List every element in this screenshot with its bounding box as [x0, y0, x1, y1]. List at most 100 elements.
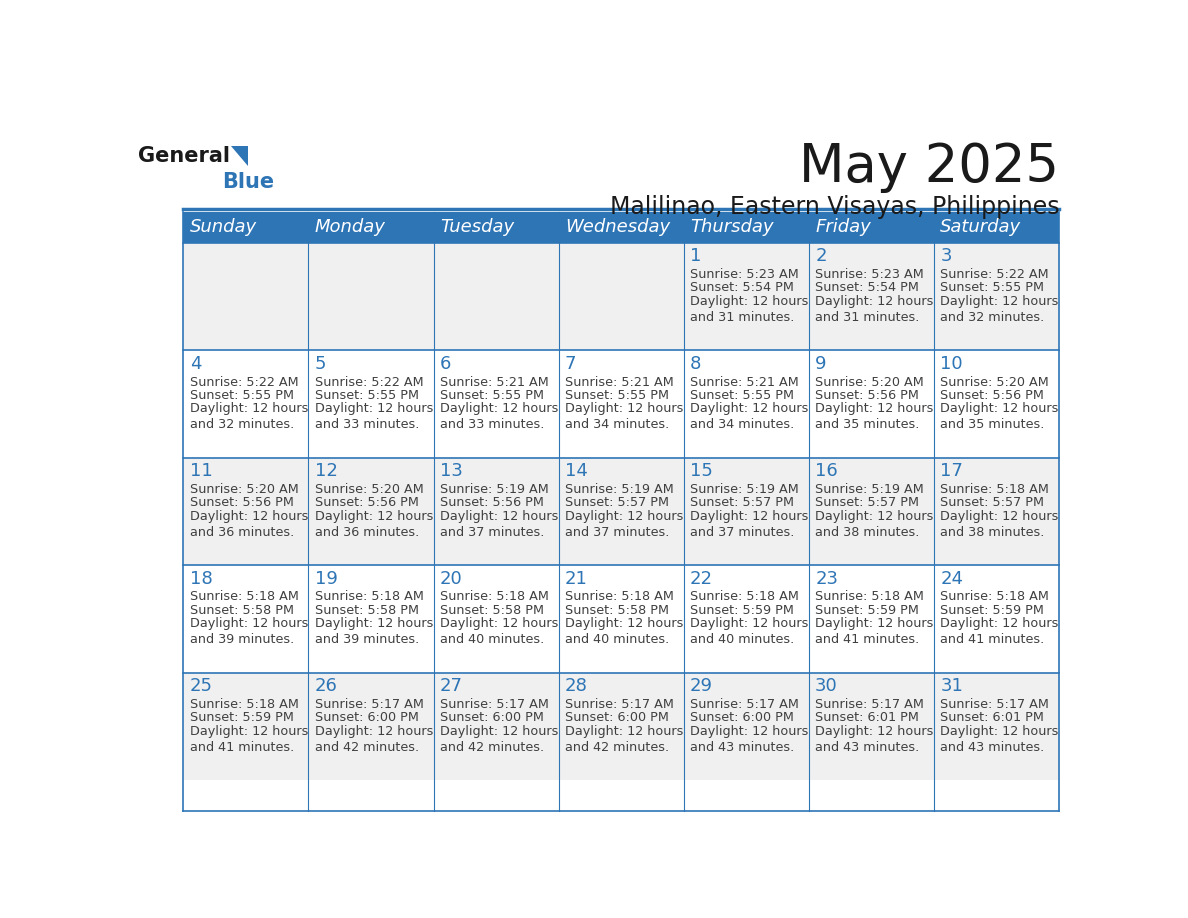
Text: May 2025: May 2025: [800, 141, 1060, 193]
Text: 26: 26: [315, 677, 337, 695]
Bar: [183, 565, 1060, 673]
Text: 30: 30: [815, 677, 838, 695]
Text: 23: 23: [815, 570, 839, 588]
Text: Sunrise: 5:21 AM: Sunrise: 5:21 AM: [565, 375, 674, 388]
Bar: [183, 242, 1060, 350]
Text: 8: 8: [690, 354, 701, 373]
Text: Daylight: 12 hours
and 32 minutes.: Daylight: 12 hours and 32 minutes.: [940, 295, 1059, 324]
Text: Sunset: 5:55 PM: Sunset: 5:55 PM: [940, 282, 1044, 295]
Text: Daylight: 12 hours
and 37 minutes.: Daylight: 12 hours and 37 minutes.: [565, 509, 683, 539]
Text: Daylight: 12 hours
and 40 minutes.: Daylight: 12 hours and 40 minutes.: [440, 618, 558, 646]
Text: Sunset: 6:00 PM: Sunset: 6:00 PM: [565, 711, 669, 724]
Text: 31: 31: [940, 677, 963, 695]
Text: Sunset: 5:58 PM: Sunset: 5:58 PM: [315, 604, 418, 617]
Text: Sunset: 5:58 PM: Sunset: 5:58 PM: [190, 604, 293, 617]
Text: Daylight: 12 hours
and 37 minutes.: Daylight: 12 hours and 37 minutes.: [690, 509, 808, 539]
Text: Daylight: 12 hours
and 43 minutes.: Daylight: 12 hours and 43 minutes.: [815, 725, 934, 754]
Text: Sunrise: 5:18 AM: Sunrise: 5:18 AM: [440, 590, 549, 603]
Text: Tuesday: Tuesday: [440, 218, 514, 236]
Text: Sunset: 5:57 PM: Sunset: 5:57 PM: [565, 497, 669, 509]
Text: Daylight: 12 hours
and 42 minutes.: Daylight: 12 hours and 42 minutes.: [565, 725, 683, 754]
Text: General: General: [138, 146, 229, 166]
Text: Daylight: 12 hours
and 33 minutes.: Daylight: 12 hours and 33 minutes.: [315, 402, 434, 431]
Text: Daylight: 12 hours
and 32 minutes.: Daylight: 12 hours and 32 minutes.: [190, 402, 308, 431]
Text: Sunrise: 5:21 AM: Sunrise: 5:21 AM: [690, 375, 798, 388]
Text: 19: 19: [315, 570, 337, 588]
Text: Daylight: 12 hours
and 37 minutes.: Daylight: 12 hours and 37 minutes.: [440, 509, 558, 539]
Text: 25: 25: [190, 677, 213, 695]
Text: Sunrise: 5:17 AM: Sunrise: 5:17 AM: [315, 698, 424, 711]
Text: Sunset: 5:59 PM: Sunset: 5:59 PM: [815, 604, 920, 617]
Text: Sunrise: 5:19 AM: Sunrise: 5:19 AM: [440, 483, 549, 496]
Text: Sunset: 5:59 PM: Sunset: 5:59 PM: [690, 604, 794, 617]
Text: Sunset: 5:55 PM: Sunset: 5:55 PM: [190, 389, 293, 402]
Text: Daylight: 12 hours
and 38 minutes.: Daylight: 12 hours and 38 minutes.: [940, 509, 1059, 539]
Text: Daylight: 12 hours
and 34 minutes.: Daylight: 12 hours and 34 minutes.: [690, 402, 808, 431]
Text: Sunrise: 5:21 AM: Sunrise: 5:21 AM: [440, 375, 549, 388]
Text: Friday: Friday: [815, 218, 871, 236]
Text: 29: 29: [690, 677, 713, 695]
Text: 18: 18: [190, 570, 213, 588]
Text: Sunset: 5:55 PM: Sunset: 5:55 PM: [690, 389, 794, 402]
Text: 24: 24: [940, 570, 963, 588]
Text: Sunset: 5:56 PM: Sunset: 5:56 PM: [190, 497, 293, 509]
Text: Sunset: 5:57 PM: Sunset: 5:57 PM: [815, 497, 920, 509]
Text: Daylight: 12 hours
and 31 minutes.: Daylight: 12 hours and 31 minutes.: [690, 295, 808, 324]
Text: Daylight: 12 hours
and 38 minutes.: Daylight: 12 hours and 38 minutes.: [815, 509, 934, 539]
Text: Sunrise: 5:18 AM: Sunrise: 5:18 AM: [940, 590, 1049, 603]
Text: Daylight: 12 hours
and 43 minutes.: Daylight: 12 hours and 43 minutes.: [690, 725, 808, 754]
Text: 5: 5: [315, 354, 327, 373]
Text: Sunrise: 5:22 AM: Sunrise: 5:22 AM: [190, 375, 298, 388]
Text: Sunset: 5:57 PM: Sunset: 5:57 PM: [690, 497, 794, 509]
Text: Sunrise: 5:17 AM: Sunrise: 5:17 AM: [690, 698, 800, 711]
Text: Daylight: 12 hours
and 41 minutes.: Daylight: 12 hours and 41 minutes.: [940, 618, 1059, 646]
Text: Daylight: 12 hours
and 43 minutes.: Daylight: 12 hours and 43 minutes.: [940, 725, 1059, 754]
Text: Sunrise: 5:22 AM: Sunrise: 5:22 AM: [315, 375, 423, 388]
Text: Saturday: Saturday: [940, 218, 1022, 236]
Text: Sunrise: 5:17 AM: Sunrise: 5:17 AM: [940, 698, 1049, 711]
Text: Sunrise: 5:23 AM: Sunrise: 5:23 AM: [690, 268, 798, 281]
Text: Sunrise: 5:18 AM: Sunrise: 5:18 AM: [940, 483, 1049, 496]
Text: 16: 16: [815, 462, 838, 480]
Text: Daylight: 12 hours
and 35 minutes.: Daylight: 12 hours and 35 minutes.: [815, 402, 934, 431]
Text: Sunrise: 5:20 AM: Sunrise: 5:20 AM: [315, 483, 423, 496]
Text: Daylight: 12 hours
and 31 minutes.: Daylight: 12 hours and 31 minutes.: [815, 295, 934, 324]
Text: 2: 2: [815, 247, 827, 265]
Text: Sunset: 5:56 PM: Sunset: 5:56 PM: [940, 389, 1044, 402]
Text: Sunset: 5:59 PM: Sunset: 5:59 PM: [190, 711, 293, 724]
Text: 21: 21: [565, 570, 588, 588]
Text: Daylight: 12 hours
and 39 minutes.: Daylight: 12 hours and 39 minutes.: [315, 618, 434, 646]
Text: Daylight: 12 hours
and 34 minutes.: Daylight: 12 hours and 34 minutes.: [565, 402, 683, 431]
Text: Daylight: 12 hours
and 40 minutes.: Daylight: 12 hours and 40 minutes.: [565, 618, 683, 646]
Text: 11: 11: [190, 462, 213, 480]
Text: 12: 12: [315, 462, 337, 480]
Text: Sunrise: 5:18 AM: Sunrise: 5:18 AM: [815, 590, 924, 603]
Text: Sunset: 5:59 PM: Sunset: 5:59 PM: [940, 604, 1044, 617]
Text: Sunset: 5:55 PM: Sunset: 5:55 PM: [440, 389, 544, 402]
Text: 22: 22: [690, 570, 713, 588]
Bar: [183, 350, 1060, 457]
Text: Sunday: Sunday: [190, 218, 257, 236]
Text: Sunrise: 5:20 AM: Sunrise: 5:20 AM: [815, 375, 924, 388]
Text: Blue: Blue: [222, 172, 274, 192]
Text: Sunrise: 5:18 AM: Sunrise: 5:18 AM: [190, 590, 298, 603]
Text: Sunrise: 5:23 AM: Sunrise: 5:23 AM: [815, 268, 924, 281]
Bar: [183, 212, 1060, 242]
Text: 1: 1: [690, 247, 701, 265]
Text: 15: 15: [690, 462, 713, 480]
Text: Daylight: 12 hours
and 36 minutes.: Daylight: 12 hours and 36 minutes.: [190, 509, 308, 539]
Text: Sunrise: 5:17 AM: Sunrise: 5:17 AM: [815, 698, 924, 711]
Text: Sunset: 6:01 PM: Sunset: 6:01 PM: [815, 711, 920, 724]
Text: Sunrise: 5:18 AM: Sunrise: 5:18 AM: [690, 590, 800, 603]
Text: Sunset: 5:54 PM: Sunset: 5:54 PM: [690, 282, 794, 295]
Text: Daylight: 12 hours
and 41 minutes.: Daylight: 12 hours and 41 minutes.: [815, 618, 934, 646]
Text: Sunset: 6:00 PM: Sunset: 6:00 PM: [690, 711, 794, 724]
Text: Wednesday: Wednesday: [565, 218, 670, 236]
Text: Sunrise: 5:22 AM: Sunrise: 5:22 AM: [940, 268, 1049, 281]
Text: Sunset: 5:56 PM: Sunset: 5:56 PM: [815, 389, 920, 402]
Text: Sunrise: 5:18 AM: Sunrise: 5:18 AM: [190, 698, 298, 711]
Text: 10: 10: [940, 354, 963, 373]
Text: Daylight: 12 hours
and 40 minutes.: Daylight: 12 hours and 40 minutes.: [690, 618, 808, 646]
Text: 28: 28: [565, 677, 588, 695]
Text: Sunrise: 5:17 AM: Sunrise: 5:17 AM: [440, 698, 549, 711]
